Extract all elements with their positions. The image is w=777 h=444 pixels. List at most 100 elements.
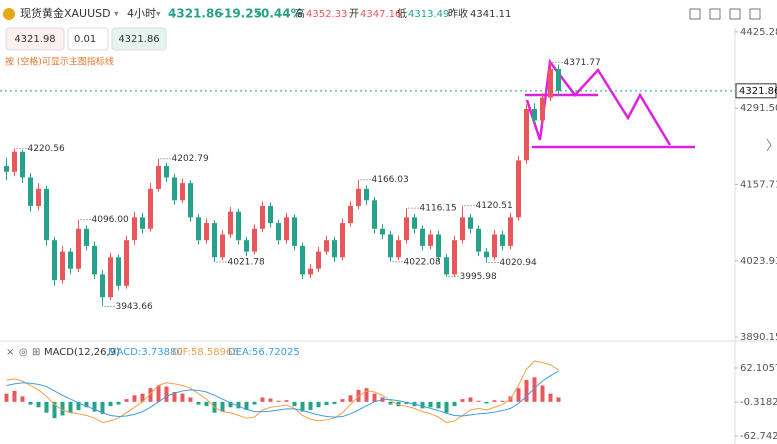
macd-bar [324, 401, 329, 406]
legend-entry: DEA:56.72025 [228, 347, 300, 358]
macd-bar [44, 401, 49, 413]
candle-body [532, 108, 537, 121]
candle-body [316, 251, 321, 269]
macd-bar [228, 401, 233, 408]
candle-body [372, 200, 377, 229]
lot-box[interactable] [67, 27, 109, 51]
extreme-label: 4202.79 [172, 154, 209, 164]
candle-body [356, 188, 361, 206]
toolbar[interactable] [689, 8, 761, 20]
macd-bar [220, 401, 225, 412]
lot[interactable]: 0.01 [74, 34, 96, 45]
candle-body [476, 228, 481, 252]
macd-line [6, 360, 559, 424]
macd-bar [332, 401, 337, 405]
candle-body [212, 223, 217, 258]
macd-bar [420, 401, 425, 409]
period[interactable]: 4小时 [127, 7, 156, 20]
macd-bar [308, 401, 313, 411]
settings-icon[interactable]: ◎ [19, 347, 28, 358]
macd-bar [532, 377, 537, 402]
candle-body [268, 205, 273, 224]
macd-bar [196, 401, 201, 405]
macd-bar [204, 401, 209, 407]
macd-bar [100, 401, 105, 414]
tool-icon[interactable] [749, 8, 761, 20]
candle-body [428, 234, 433, 246]
candle-body [36, 188, 41, 206]
macd-bar [476, 400, 481, 402]
extreme-label: 4096.00 [92, 215, 129, 225]
macd-bar [12, 390, 17, 402]
symbol-code[interactable]: XAUUSD [64, 7, 111, 20]
macd-label: MACD:3.73880 [108, 347, 183, 358]
macd-bar [428, 401, 433, 408]
bid-box[interactable] [5, 27, 65, 51]
change-pct: -0.44% [256, 7, 303, 21]
candle-body [148, 188, 153, 229]
candle-body [260, 205, 265, 229]
open-label: 开 [349, 9, 359, 20]
macd-bar [492, 400, 497, 402]
macd-bar [236, 401, 241, 409]
extreme-label: 4220.56 [28, 144, 65, 154]
extreme-label: 4371.77 [564, 58, 601, 68]
y-tick-label: -0.31829 [740, 397, 777, 408]
tool-icon[interactable] [729, 8, 741, 20]
macd-bar [316, 401, 321, 408]
macd-bar [404, 401, 409, 405]
scroll-button[interactable] [766, 138, 772, 152]
candle-body [436, 234, 441, 258]
tool-icon[interactable] [689, 8, 701, 20]
macd-bar [156, 385, 161, 402]
tool-icon[interactable] [709, 8, 721, 20]
last-price-label: 4321.86 [739, 86, 777, 97]
candle-body [300, 245, 305, 275]
expand-icon[interactable]: ⊞ [32, 347, 40, 358]
candle-body [460, 217, 465, 241]
candle-body [324, 240, 329, 252]
candle-body [380, 228, 385, 235]
close-icon[interactable]: × [6, 347, 14, 358]
extreme-label: 3995.98 [460, 272, 497, 282]
macd-bar [188, 397, 193, 402]
symbol-icon [3, 8, 15, 20]
candle-body [28, 177, 33, 206]
open: 4347.16 [360, 9, 401, 20]
candle-body [12, 151, 17, 172]
bid[interactable]: 4321.98 [14, 34, 55, 45]
macd-bar [260, 397, 265, 402]
candle-body [244, 240, 249, 252]
candle-body [508, 217, 513, 246]
candle-body [60, 251, 65, 281]
candle-body [84, 228, 89, 246]
symbol-name[interactable]: 现货黄金 [20, 6, 64, 20]
ask[interactable]: 4321.86 [118, 34, 159, 45]
macd-bar [36, 401, 41, 408]
drawings [525, 58, 695, 149]
macd-bar [84, 401, 89, 408]
candle-body [124, 240, 129, 286]
macd-bar [268, 398, 273, 402]
candle-body [100, 274, 105, 298]
macd-bar [132, 395, 137, 402]
macd-title: MACD(12,26,9) [44, 347, 120, 358]
candle-body [452, 240, 457, 275]
candle-body [140, 217, 145, 229]
candle-body [44, 188, 49, 241]
ask-box[interactable] [111, 27, 167, 51]
extreme-label: 4166.03 [372, 175, 409, 185]
y-tick-label: -62.74233 [740, 431, 777, 442]
candle-body [188, 183, 193, 218]
candle-body [156, 166, 161, 189]
high: 4352.33 [306, 9, 347, 20]
hint: 按 (空格)可显示主图指标线 [5, 56, 114, 68]
y-tick-label: 62.10575 [740, 363, 777, 374]
macd-bar [388, 401, 393, 405]
caret[interactable]: ▾ [114, 10, 119, 20]
caret[interactable]: ▾ [156, 10, 161, 20]
extreme-label: 4021.78 [228, 257, 265, 267]
macd-bar [452, 401, 457, 407]
candle-body [68, 251, 73, 269]
